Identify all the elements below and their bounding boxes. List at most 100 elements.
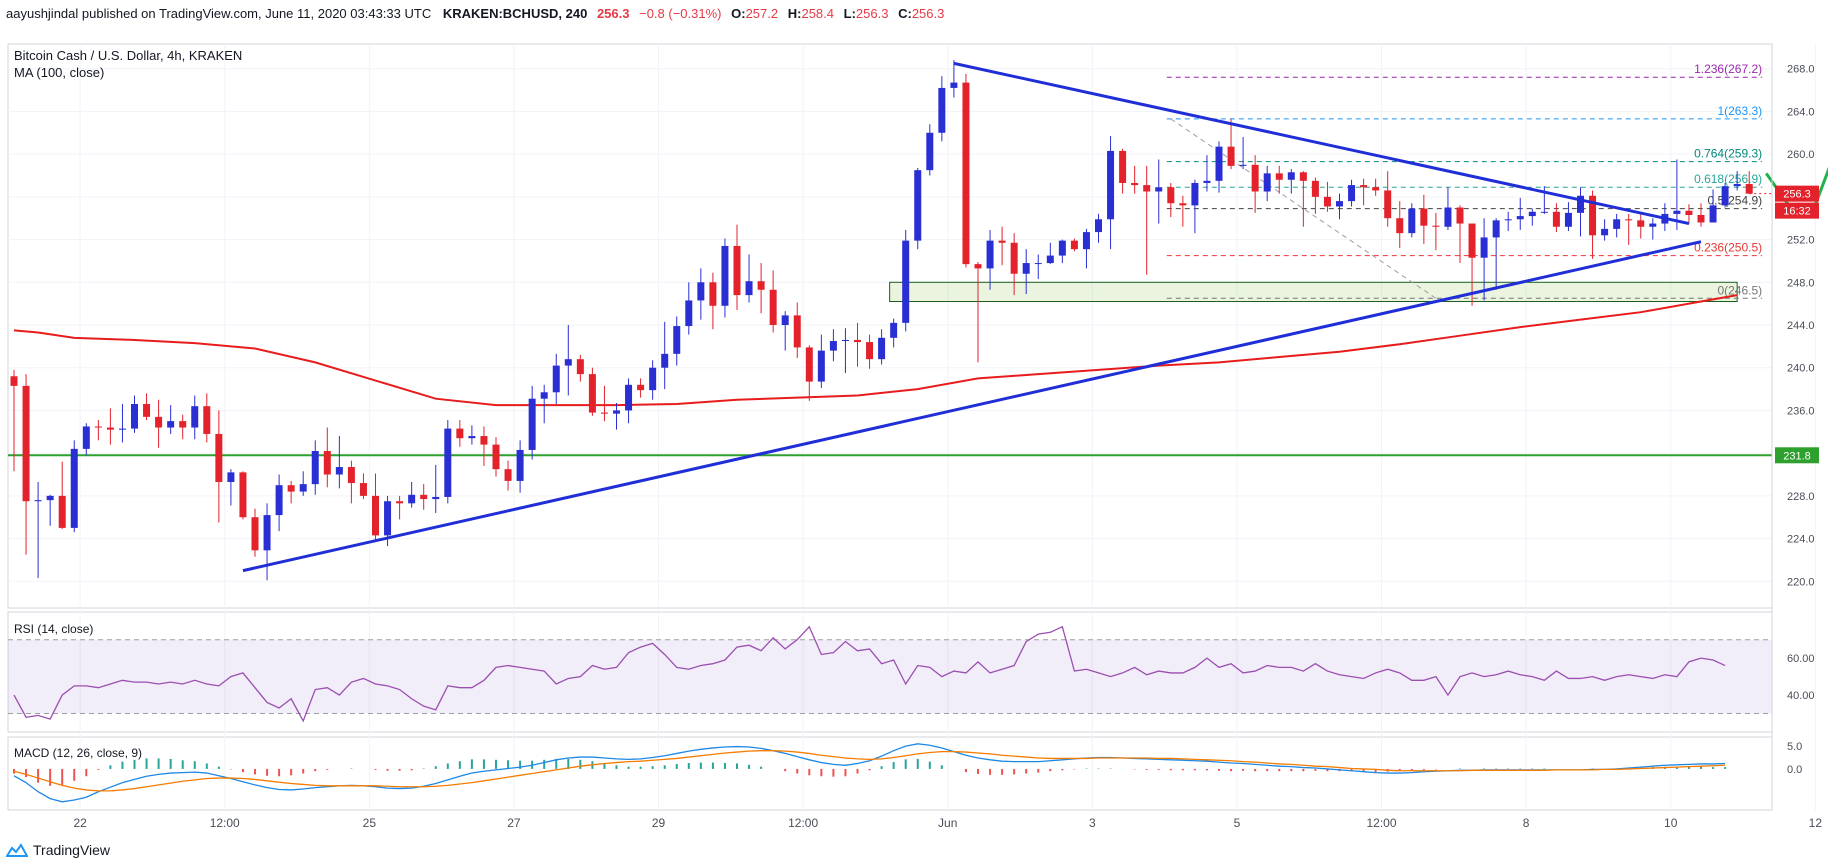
candle-body — [1564, 212, 1572, 227]
candle-body — [287, 485, 295, 492]
candle — [1323, 181, 1331, 212]
candle — [1058, 239, 1066, 264]
rsi-line — [13, 625, 1726, 723]
close-value: 256.3 — [911, 6, 945, 21]
candle — [1564, 202, 1572, 232]
rsi-tick-label: 40.00 — [1787, 690, 1815, 702]
candle-body — [1456, 207, 1464, 224]
time-tick-label: 29 — [652, 816, 666, 830]
candle — [661, 321, 669, 390]
candle — [1348, 179, 1356, 207]
brand-name: TradingView — [33, 842, 111, 858]
candle-body — [986, 240, 994, 269]
macd-label: MACD (12, 26, close, 9) — [14, 746, 142, 760]
candle-body — [1637, 220, 1645, 227]
time-tick-label: 12:00 — [788, 816, 818, 830]
candle — [396, 495, 404, 520]
symbol-label: KRAKEN:BCHUSD, 240 — [442, 6, 588, 21]
candle — [757, 263, 765, 314]
candle-body — [480, 436, 488, 445]
candle — [347, 460, 355, 504]
candle-body — [1058, 240, 1066, 256]
published-text: published on TradingView.com, June 11, 2… — [81, 6, 432, 21]
candle-body — [890, 322, 898, 338]
candle-body — [902, 240, 910, 323]
price-chart[interactable]: 1.236(267.2) 1(263.3) 0.764(259.3) 0.618(25… — [0, 42, 1828, 832]
candle-body — [709, 282, 717, 306]
candle — [155, 399, 163, 448]
candle — [528, 385, 536, 460]
candle — [1733, 171, 1741, 191]
candle — [1336, 193, 1343, 220]
candle-body — [106, 427, 114, 430]
candle-body — [167, 421, 175, 428]
candle-body — [697, 282, 705, 301]
candle-body — [1540, 211, 1548, 213]
low-label: L: — [843, 6, 856, 21]
rsi-pane: 60.00 40.00 — [8, 625, 1815, 723]
candle — [576, 354, 584, 382]
candle — [516, 440, 524, 493]
time-tick-label: 25 — [363, 816, 377, 830]
candle — [94, 420, 102, 441]
candle — [179, 414, 187, 440]
candle — [685, 282, 693, 335]
candle — [721, 238, 729, 318]
candle — [191, 395, 199, 440]
ma-100-line — [13, 294, 1738, 407]
candle — [1203, 155, 1211, 192]
candle-body — [1360, 185, 1368, 188]
chart-header: aayushjindal published on TradingView.co… — [6, 3, 944, 25]
candle — [1299, 171, 1307, 227]
candle — [1492, 218, 1500, 290]
candle-body — [1528, 211, 1536, 217]
candle — [1613, 213, 1621, 238]
candle-body — [1444, 207, 1452, 227]
time-tick-label: 8 — [1523, 816, 1530, 830]
candle-body — [94, 426, 102, 428]
fib-level-label: 1(263.3) — [1717, 104, 1762, 118]
price-tick-label: 264.0 — [1787, 106, 1815, 118]
candle-body — [1408, 208, 1416, 234]
candle-body — [1034, 263, 1042, 265]
candle-body — [914, 170, 922, 241]
candle-body — [1155, 187, 1163, 192]
candle-body — [1492, 220, 1500, 238]
candle-body — [1095, 219, 1102, 233]
publisher-name[interactable]: aayushjindal — [6, 6, 79, 21]
candle — [1649, 218, 1657, 240]
candle-body — [1432, 225, 1440, 227]
candle — [1420, 194, 1428, 244]
candle-body — [396, 501, 404, 504]
candle-body — [504, 469, 512, 481]
candle — [287, 480, 295, 504]
candle-body — [1504, 219, 1512, 221]
price-tick-label: 244.0 — [1787, 320, 1815, 332]
candle-body — [649, 367, 657, 391]
time-tick-label: 10 — [1664, 816, 1678, 830]
candle-body — [1589, 195, 1597, 236]
countdown-tag-text: 16:32 — [1783, 206, 1811, 218]
candle-body — [769, 289, 777, 325]
candle — [1697, 203, 1705, 227]
candle-body — [275, 485, 283, 516]
candle-body — [588, 374, 596, 413]
candle — [649, 360, 657, 400]
signal-line — [13, 750, 1726, 792]
price-tick-label: 252.0 — [1787, 235, 1815, 247]
candle — [1745, 171, 1753, 194]
candle-body — [637, 384, 645, 391]
last-price: 256.3 — [596, 6, 630, 21]
candle — [1577, 187, 1584, 237]
candle-body — [46, 495, 54, 501]
candle-body — [203, 406, 211, 434]
candle-body — [793, 315, 801, 348]
candle-body — [938, 87, 946, 133]
candle-body — [1372, 187, 1380, 191]
candle-body — [878, 337, 886, 360]
last-price-tag-text: 256.3 — [1783, 189, 1811, 201]
candle-body — [685, 300, 693, 327]
footer-brand[interactable]: TradingView — [6, 842, 110, 858]
candle-body — [613, 410, 620, 414]
axes: 268.0264.0260.0256.0252.0248.0244.0240.0… — [73, 44, 1822, 830]
